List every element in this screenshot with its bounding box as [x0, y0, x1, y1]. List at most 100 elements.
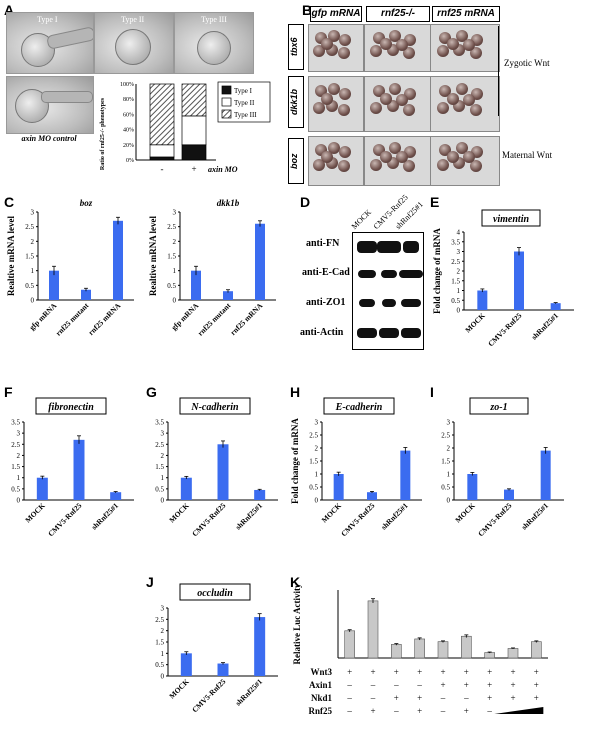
y-tick-label: 100% [120, 82, 134, 88]
x-tick-minus: - [161, 164, 164, 174]
embryo-dot [313, 102, 326, 115]
y-tick-label: 3 [161, 430, 165, 438]
bar [531, 641, 542, 659]
embryo-dot [463, 38, 476, 51]
category-label: shRnf25#1 [530, 311, 561, 342]
y-tick-label: 2 [315, 445, 319, 453]
embryo-yolk [115, 29, 151, 65]
bar [367, 492, 377, 500]
bar [255, 223, 265, 300]
in-situ-plate [308, 24, 364, 72]
y-tick-label: 3 [161, 605, 165, 613]
lane-label: MOCK [349, 207, 373, 231]
condition-sign: + [417, 706, 422, 716]
category-label: CMV5-Rnf25 [486, 311, 523, 348]
stack-segment [181, 83, 207, 117]
chart-f-fibronectin: fibronectin 0 0.5 1 1.5 2 2.5 3 3.5 MOCK CMV5-Rnf2… [11, 397, 134, 538]
embryo-photo-type3: Type III [174, 12, 254, 74]
condition-sign: – [463, 693, 469, 703]
y-tick-label: 1 [161, 650, 165, 658]
bar [391, 644, 402, 659]
y-tick-label: 0 [447, 497, 451, 505]
condition-sign: + [534, 680, 539, 690]
y-tick-label: 2 [161, 452, 165, 460]
category-label: gfp mRNA [27, 301, 58, 332]
y-axis-label: Fold change of mRNA [290, 418, 300, 504]
y-tick-label: 3.5 [155, 419, 164, 427]
condition-sign: + [510, 667, 515, 677]
embryo-dot [327, 83, 340, 96]
y-tick-label: 3 [315, 419, 319, 427]
panel-letter-d: D [300, 194, 311, 210]
embryo-dot [370, 158, 383, 171]
y-tick-label: 2.5 [441, 432, 450, 440]
panel-letter-g: G [146, 384, 157, 400]
y-tick-label: 2.5 [451, 258, 460, 266]
condition-sign: – [370, 693, 376, 703]
blot-band [358, 270, 376, 278]
bar [217, 444, 229, 500]
panel-letter-b: B [302, 2, 313, 18]
legend-swatch [221, 97, 232, 107]
condition-label: Axin1 [309, 680, 333, 690]
y-axis-label: Realtive mRNA level [6, 216, 16, 296]
bar [344, 630, 355, 659]
condition-label: Nkd1 [311, 693, 333, 703]
category-label: MOCK [167, 677, 191, 701]
embryo-dot [339, 146, 352, 158]
in-situ-plate [364, 76, 432, 132]
bar [113, 220, 123, 300]
y-tick-label: 2.5 [309, 432, 318, 440]
bar [367, 600, 379, 659]
y-tick-label: 2.5 [167, 223, 176, 231]
chart-title: N-cadherin [190, 402, 239, 413]
in-situ-plate [364, 136, 432, 186]
category-label: shRnf25#1 [234, 677, 265, 708]
x-tick-plus: + [191, 164, 196, 174]
condition-sign: + [487, 667, 492, 677]
bar [400, 450, 411, 500]
embryo-photo-type2: Type II [94, 12, 174, 74]
band-label-ecad: anti-E-Cad [302, 267, 350, 278]
legend-label: Type II [234, 99, 255, 107]
blot-band [379, 328, 399, 338]
embryo-dot [456, 83, 469, 96]
condition-sign: + [440, 667, 445, 677]
condition-sign: + [510, 693, 515, 703]
condition-sign: + [394, 693, 399, 703]
y-tick-label: 0.5 [309, 484, 318, 492]
bar [484, 652, 495, 659]
title-box [179, 583, 251, 601]
y-tick-label: 1.5 [155, 639, 164, 647]
in-situ-plate [430, 24, 500, 72]
embryo-dot [470, 160, 483, 173]
stack-segment [149, 83, 175, 146]
condition-sign: + [370, 667, 375, 677]
bar [110, 492, 122, 500]
embryo-dot [436, 102, 449, 115]
condition-sign: + [464, 680, 469, 690]
panel-letter-j: J [146, 574, 154, 590]
legend-box [217, 81, 271, 123]
y-tick-label: 4 [457, 229, 461, 237]
control-caption: axin MO control [21, 134, 77, 143]
bar [180, 477, 192, 500]
col-header-gfp: gfp mRNA [310, 6, 362, 22]
row-label-boz: boz [288, 138, 304, 184]
blot-band [399, 270, 423, 278]
bar [333, 474, 344, 500]
zygotic-wnt-label: Zygotic Wnt [504, 58, 550, 68]
category-label: rnf25 mutant [54, 301, 91, 338]
category-label: CMV5-Rnf25 [46, 501, 83, 538]
y-tick-label: 0 [315, 497, 319, 505]
title-box [179, 397, 251, 415]
stack-segment [181, 144, 207, 161]
condition-sign: – [346, 680, 352, 690]
condition-sign: + [370, 706, 375, 716]
zygotic-bracket [498, 26, 499, 116]
col-header-rnf25-mutant: rnf25-/- [366, 6, 430, 22]
y-tick-label: 1 [161, 474, 165, 482]
y-tick-label: 0 [457, 307, 461, 315]
in-situ-plate [430, 136, 500, 186]
bar [550, 303, 561, 310]
